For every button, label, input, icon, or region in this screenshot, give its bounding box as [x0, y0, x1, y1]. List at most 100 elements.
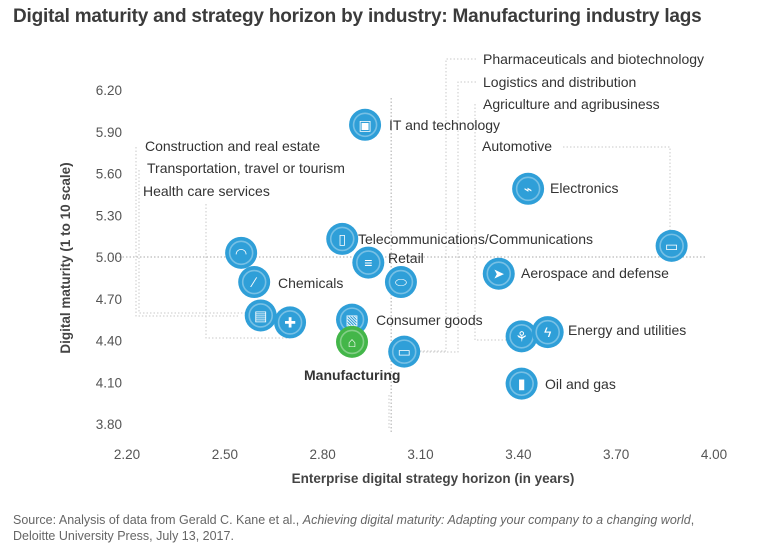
truck-icon: ▭ — [398, 344, 411, 360]
bubble — [388, 335, 421, 368]
point-health-care-services: ✚ — [274, 306, 307, 339]
bubble — [336, 303, 369, 336]
label-aerospace: Aerospace and defense — [521, 265, 669, 281]
medkit-icon: ✚ — [284, 314, 296, 330]
pill-icon: ⬭ — [395, 274, 407, 290]
x-axis-ticks: 2.20 2.50 2.80 3.10 3.40 3.70 4.00 — [114, 447, 727, 462]
bubble — [512, 172, 545, 205]
label-it: IT and technology — [389, 117, 500, 133]
source-prefix: Source: Analysis of data from Gerald C. … — [13, 513, 303, 527]
x-tick-label: 2.50 — [212, 447, 238, 462]
leader-transport — [138, 170, 250, 314]
plug-icon: ⌁ — [524, 181, 532, 197]
chart-title: Digital maturity and strategy horizon by… — [13, 6, 702, 27]
bubble — [384, 266, 417, 299]
scatter-chart: 3.80 4.10 4.40 4.70 5.00 5.30 5.60 5.90 6.20 2.2… — [58, 51, 727, 486]
point-retail: ≡ — [352, 246, 385, 279]
label-healthcare: Health care services — [143, 183, 270, 199]
source-suffix: , — [690, 513, 695, 527]
source-line2: Deloitte University Press, July 13, 2017… — [13, 529, 234, 543]
plant-icon: ⚘ — [515, 328, 528, 344]
bubble-ring — [241, 269, 267, 295]
label-oilgas: Oil and gas — [545, 376, 616, 392]
bubble-ring — [535, 319, 560, 345]
label-pharma: Pharmaceuticals and biotechnology — [483, 51, 704, 67]
label-consumer: Consumer goods — [376, 312, 483, 328]
bubble — [244, 299, 277, 332]
point-agriculture-and-agribusiness: ⚘ — [505, 320, 538, 353]
y-axis-ticks: 3.80 4.10 4.40 4.70 5.00 5.30 5.60 5.90 6.20 — [96, 83, 122, 432]
bubble — [505, 320, 538, 353]
bubble-ring — [509, 371, 534, 396]
cart-icon: ≡ — [364, 255, 372, 271]
train-icon: ▤ — [254, 307, 267, 323]
point-logistics-and-distribution: ▭ — [388, 335, 421, 368]
bubble — [349, 108, 382, 141]
point-energy-and-utilities: ϟ — [531, 316, 564, 349]
testtube-icon: ∕ — [250, 274, 258, 290]
y-tick-label: 3.80 — [96, 417, 122, 432]
label-energy: Energy and utilities — [568, 322, 686, 338]
x-tick-label: 4.00 — [701, 447, 727, 462]
bolt-icon: ϟ — [544, 324, 552, 340]
bubble — [238, 266, 271, 299]
y-axis-title: Digital maturity (1 to 10 scale) — [58, 162, 73, 353]
label-agriculture: Agriculture and agribusiness — [483, 96, 660, 112]
bubble — [326, 222, 359, 255]
bubble-ring — [486, 261, 512, 287]
y-tick-label: 5.60 — [96, 167, 122, 182]
hardhat-icon: ◠ — [235, 245, 247, 261]
bubble-ring — [515, 176, 541, 202]
point-consumer-goods: ▧ — [336, 303, 369, 336]
bubble-ring — [356, 250, 381, 275]
point-oil-and-gas: ▮ — [505, 367, 538, 400]
bubble — [482, 257, 515, 290]
x-tick-label: 2.20 — [114, 447, 140, 462]
bubble — [336, 325, 369, 358]
label-construction: Construction and real estate — [145, 138, 320, 154]
x-tick-label: 3.40 — [505, 447, 531, 462]
x-tick-label: 2.80 — [310, 447, 336, 462]
factory-icon: ⌂ — [348, 334, 356, 350]
bubble — [531, 316, 564, 349]
bubble — [274, 306, 307, 339]
x-tick-label: 3.10 — [407, 447, 433, 462]
bubble-ring — [659, 233, 684, 259]
label-transportation: Transportation, travel or tourism — [147, 160, 345, 176]
y-tick-label: 4.70 — [96, 292, 122, 307]
fuel-icon: ▮ — [518, 376, 526, 392]
bubble-ring — [339, 329, 365, 355]
bubble-ring — [391, 339, 417, 364]
phone-icon: ▯ — [338, 231, 346, 247]
bubble-ring — [329, 226, 355, 252]
bubble — [505, 367, 538, 400]
data-points: ▣ ⌁ ▭ ▯ ≡ ◠∕ ⬭ ➤ ▤ ✚ ▧ ⌂ ▭ ⚘ ϟ ▮ — [225, 108, 688, 400]
bubble-ring — [277, 310, 303, 335]
label-electronics: Electronics — [550, 180, 618, 196]
point-construction-and-real-estate: ◠ — [225, 236, 258, 269]
rocket-icon: ➤ — [493, 266, 505, 282]
point-chemicals: ∕ — [238, 266, 271, 299]
label-chemicals: Chemicals — [278, 275, 343, 291]
label-automotive: Automotive — [482, 138, 552, 154]
y-tick-label: 6.20 — [96, 83, 122, 98]
bubble — [225, 236, 258, 269]
car-icon: ▭ — [665, 238, 678, 254]
point-aerospace-and-defense: ➤ — [482, 257, 515, 290]
bubble-ring — [228, 240, 254, 266]
box-icon: ▧ — [345, 312, 358, 328]
source-note: Source: Analysis of data from Gerald C. … — [13, 512, 694, 544]
y-tick-label: 5.90 — [96, 125, 122, 140]
point-electronics: ⌁ — [512, 172, 545, 205]
point-it-and-technology: ▣ — [349, 108, 382, 141]
bubble-ring — [388, 269, 414, 295]
label-retail: Retail — [388, 250, 424, 266]
y-tick-label: 5.00 — [96, 250, 122, 265]
leader-pharma — [420, 58, 476, 352]
point-manufacturing: ⌂ — [336, 325, 369, 358]
y-tick-label: 4.40 — [96, 334, 122, 349]
leader-automotive — [563, 146, 671, 245]
label-logistics: Logistics and distribution — [483, 74, 636, 90]
bubble — [352, 246, 385, 279]
bubble — [655, 229, 688, 262]
